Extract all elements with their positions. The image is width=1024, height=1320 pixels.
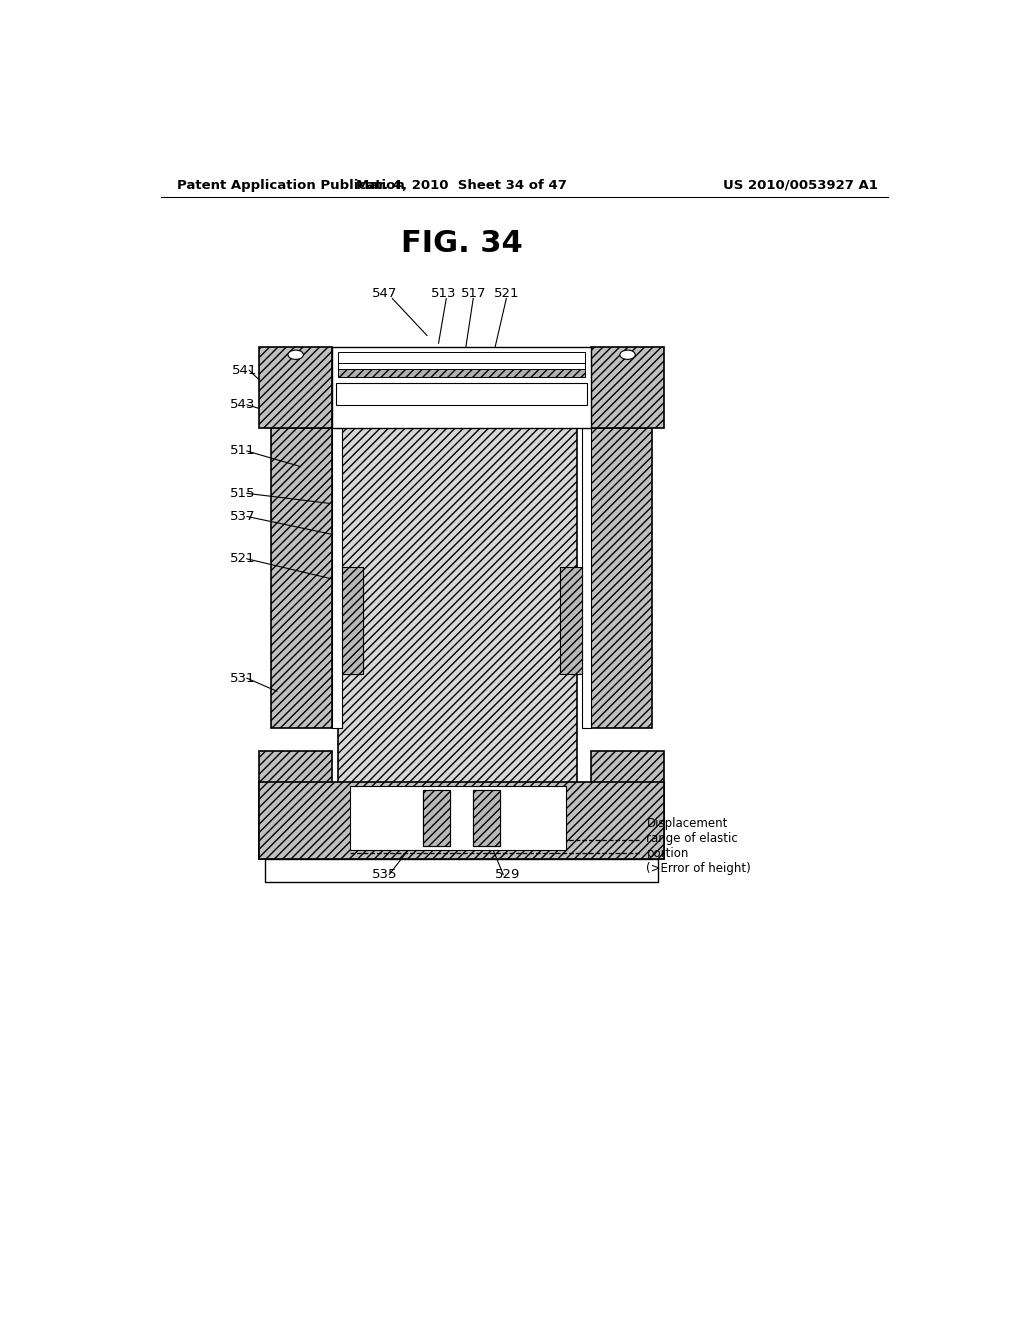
Text: FIG. 34: FIG. 34 <box>400 228 522 257</box>
Text: US 2010/0053927 A1: US 2010/0053927 A1 <box>723 178 878 191</box>
Bar <box>591 347 665 428</box>
Bar <box>560 566 582 675</box>
Text: 513: 513 <box>431 286 457 300</box>
Bar <box>423 789 451 846</box>
Bar <box>333 347 591 428</box>
Bar <box>339 405 578 805</box>
Text: 535: 535 <box>372 869 397 880</box>
Bar <box>591 751 665 859</box>
Text: 531: 531 <box>229 672 255 685</box>
Text: 529: 529 <box>496 869 520 880</box>
Bar <box>582 428 591 729</box>
Bar <box>350 785 565 850</box>
Text: 541: 541 <box>231 363 257 376</box>
Text: 517: 517 <box>461 286 486 300</box>
Text: 537: 537 <box>229 510 255 523</box>
Bar <box>342 566 364 675</box>
Bar <box>339 363 585 370</box>
Text: Patent Application Publication: Patent Application Publication <box>177 178 404 191</box>
Ellipse shape <box>288 350 303 359</box>
Bar <box>259 751 333 859</box>
Bar <box>259 781 665 859</box>
Text: 521: 521 <box>229 552 255 565</box>
Bar <box>336 383 587 405</box>
Bar <box>591 428 652 729</box>
Bar <box>339 370 585 378</box>
Bar <box>423 789 451 846</box>
Bar <box>339 352 585 363</box>
Text: 547: 547 <box>372 286 397 300</box>
Bar <box>259 347 333 428</box>
Text: 543: 543 <box>229 399 255 412</box>
Bar <box>473 789 500 846</box>
Bar <box>333 428 342 729</box>
Bar <box>265 859 658 882</box>
Text: 511: 511 <box>229 445 255 458</box>
Ellipse shape <box>620 350 635 359</box>
Text: 521: 521 <box>494 286 519 300</box>
Bar <box>473 789 500 846</box>
Text: Displacement
range of elastic
portion
(>Error of height): Displacement range of elastic portion (>… <box>646 817 752 875</box>
Bar <box>271 428 333 729</box>
Text: 515: 515 <box>229 487 255 500</box>
Text: Mar. 4, 2010  Sheet 34 of 47: Mar. 4, 2010 Sheet 34 of 47 <box>356 178 567 191</box>
